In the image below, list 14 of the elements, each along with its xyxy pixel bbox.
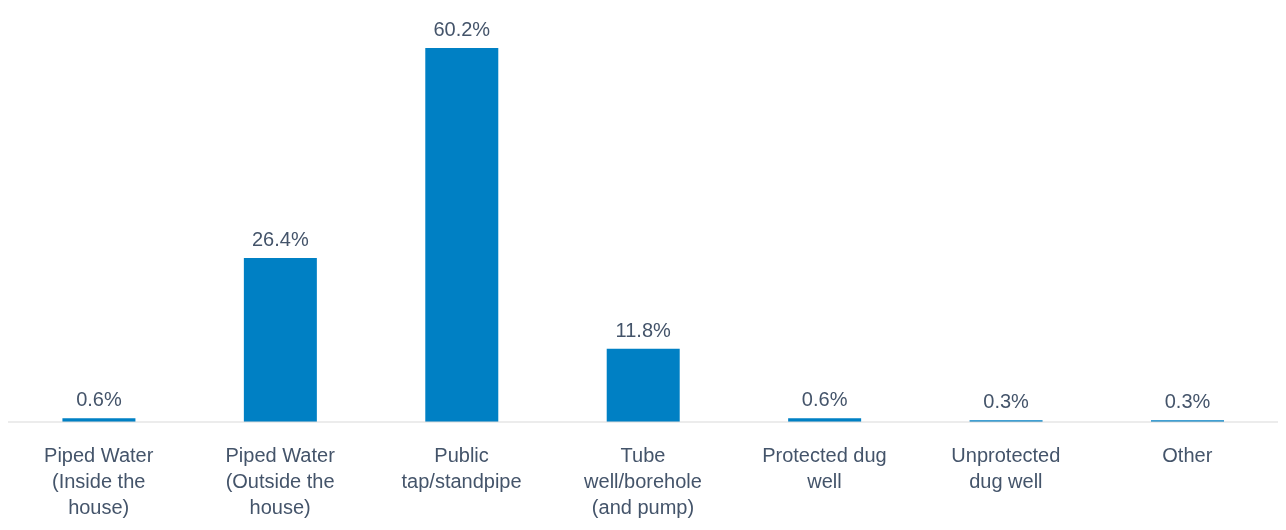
x-tick-label: Tube well/borehole (and pump) [583, 444, 702, 518]
x-tick-label: Protected dug well [762, 444, 887, 492]
data-label: 0.6% [801, 388, 848, 411]
data-label: 0.3% [983, 390, 1030, 413]
data-label: 60.2% [433, 18, 491, 40]
data-label: 26.4% [252, 227, 309, 250]
x-tick-label: Piped Water (Inside the house) [44, 444, 154, 518]
x-tick-label: Unprotected dug well [951, 444, 1061, 492]
data-label: 0.3% [1164, 390, 1211, 413]
data-label: 11.8% [615, 318, 672, 341]
x-tick-label: Other [1162, 444, 1213, 466]
x-tick-label: Piped Water (Outside the house) [225, 444, 336, 518]
data-label: 0.6% [76, 388, 122, 411]
x-tick-label: Public tap/standpipe [401, 444, 522, 492]
